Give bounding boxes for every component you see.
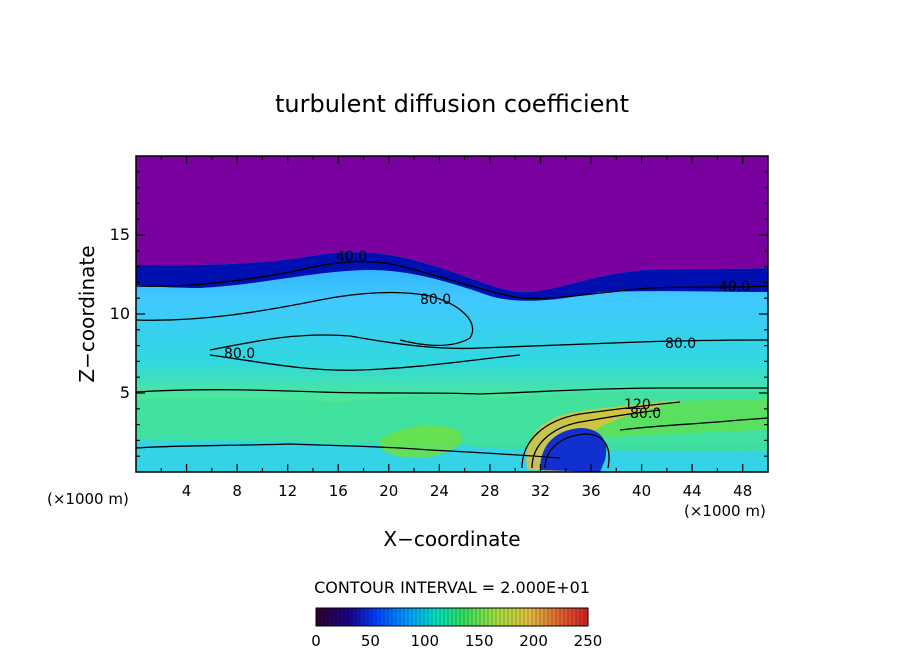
axis-ticks bbox=[136, 156, 768, 472]
x-tick-label: 40 bbox=[632, 482, 651, 500]
colorbar-frame bbox=[315, 607, 589, 627]
x-unit-right: (×1000 m) bbox=[684, 502, 766, 520]
y-tick-label: 15 bbox=[110, 225, 130, 244]
colorbar-tick-label: 50 bbox=[361, 632, 380, 650]
contour-label-80-core: 80.0 bbox=[630, 406, 661, 422]
contour-label-40-right: 40.0 bbox=[719, 279, 750, 295]
contour-labels: 40.0 40.0 80.0 80.0 80.0 120 80.0 bbox=[224, 249, 750, 422]
contour-line-80-lower bbox=[209, 334, 768, 351]
colorbar-tick-labels: 0 50 100 150 200 250 bbox=[311, 632, 602, 650]
contour-label-80-left: 80.0 bbox=[224, 346, 255, 362]
contour-line-80-mid bbox=[136, 291, 474, 347]
colorbar-tick-label: 150 bbox=[465, 632, 494, 650]
x-tick-label: 32 bbox=[531, 482, 550, 500]
contour-line-100-upper bbox=[136, 387, 768, 395]
x-tick-label: 12 bbox=[278, 482, 297, 500]
contour-line-80-bottom bbox=[209, 354, 521, 371]
contour-line-right-lower bbox=[619, 417, 768, 431]
field-inversion-band bbox=[136, 252, 768, 301]
plot-field bbox=[136, 156, 768, 472]
field-convective-inner bbox=[540, 428, 607, 472]
contour-label-80-right: 80.0 bbox=[665, 336, 696, 352]
colorbar-tick-label: 0 bbox=[311, 632, 321, 650]
x-tick-label: 20 bbox=[379, 482, 398, 500]
contour-label-120: 120 bbox=[624, 397, 651, 413]
colorbar-tick-label: 100 bbox=[410, 632, 439, 650]
contour-lines bbox=[136, 260, 768, 469]
colorbar-tick-label: 200 bbox=[519, 632, 548, 650]
contour-line-40-upper bbox=[136, 260, 768, 299]
contour-line-100-surface bbox=[136, 443, 561, 459]
x-tick-label: 4 bbox=[182, 482, 192, 500]
x-tick-label: 24 bbox=[430, 482, 449, 500]
contour-interval-text: CONTOUR INTERVAL = 2.000E+01 bbox=[314, 578, 590, 597]
x-tick-label: 44 bbox=[683, 482, 702, 500]
field-surface-band bbox=[136, 440, 768, 472]
x-tick-label: 8 bbox=[232, 482, 242, 500]
x-unit-left: (×1000 m) bbox=[47, 490, 129, 508]
contour-line-120-core bbox=[521, 401, 681, 469]
contour-label-80-upper: 80.0 bbox=[420, 292, 451, 308]
colorbar: 0 50 100 150 200 250 bbox=[311, 607, 602, 650]
x-tick-label: 28 bbox=[480, 482, 499, 500]
contour-line-inner bbox=[544, 433, 610, 469]
y-tick-label: 5 bbox=[120, 383, 130, 402]
y-tick-label: 10 bbox=[110, 304, 130, 323]
colorbar-stripes bbox=[319, 608, 585, 626]
chart-title: turbulent diffusion coefficient bbox=[275, 90, 629, 118]
contour-label-40-left: 40.0 bbox=[336, 249, 367, 265]
x-tick-label: 48 bbox=[733, 482, 752, 500]
x-axis-label: X−coordinate bbox=[383, 527, 520, 551]
contour-line-80-core bbox=[531, 409, 661, 469]
y-axis-label: Z−coordinate bbox=[75, 245, 99, 382]
field-upper-layer bbox=[136, 156, 768, 293]
colorbar-tick-label: 250 bbox=[574, 632, 603, 650]
x-tick-label: 36 bbox=[581, 482, 600, 500]
x-tick-label: 16 bbox=[329, 482, 348, 500]
